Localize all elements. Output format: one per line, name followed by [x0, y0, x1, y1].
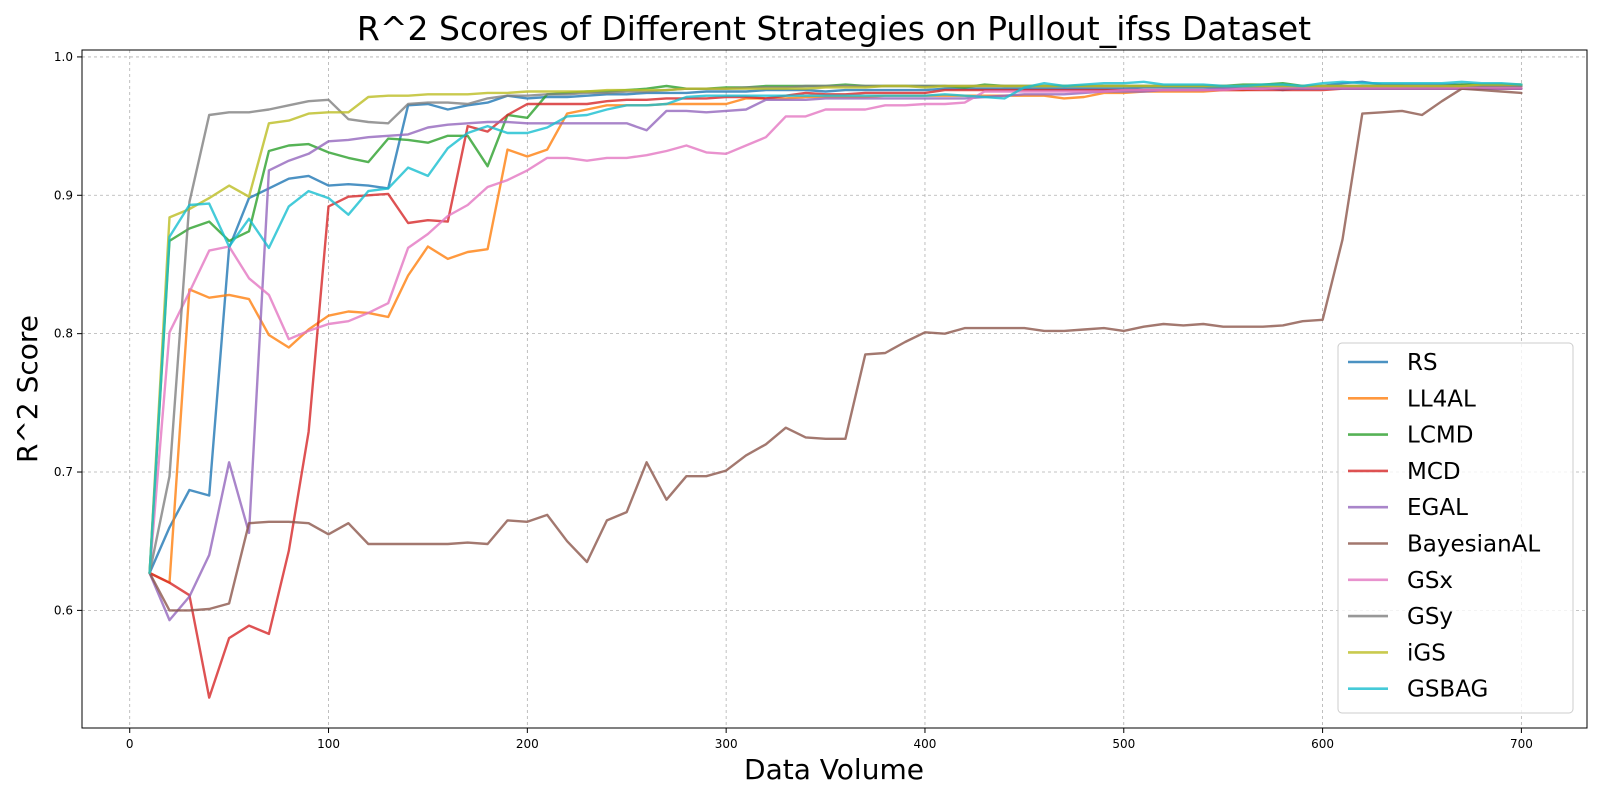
legend-label: LCMD — [1407, 423, 1473, 449]
legend-label: GSx — [1407, 568, 1453, 594]
legend-box — [1337, 342, 1574, 714]
y-tick-label: 1.0 — [54, 50, 73, 64]
series-line-mcd — [148, 87, 1523, 699]
legend-label: GSBAG — [1407, 677, 1488, 703]
legend-label: GSy — [1407, 604, 1453, 630]
plot-frame — [81, 49, 1588, 729]
chart-title: R^2 Scores of Different Strategies on Pu… — [357, 9, 1311, 48]
legend-label: MCD — [1407, 459, 1461, 485]
series-line-bayesianal — [148, 87, 1523, 612]
x-tick-label: 300 — [715, 737, 738, 751]
legend-label: LL4AL — [1407, 386, 1476, 412]
x-tick-label: 400 — [914, 737, 937, 751]
legend-label: BayesianAL — [1407, 532, 1540, 558]
y-tick-label: 0.8 — [54, 327, 73, 341]
legend-label: iGS — [1407, 640, 1446, 666]
x-tick-label: 100 — [317, 737, 340, 751]
axis-ticks: 0 100 200 300 400 500 600 700 0.6 0.7 0.8 0.9 1.0 — [54, 50, 1533, 751]
legend: RS LL4AL LCMD MCD EGAL BayesianAL GSx GSy iGS GSB… — [1337, 342, 1574, 714]
y-axis-label: R^2 Score — [11, 315, 44, 463]
series-lines — [148, 80, 1523, 699]
x-tick-label: 200 — [516, 737, 539, 751]
y-tick-label: 0.7 — [54, 465, 73, 479]
x-tick-label: 600 — [1311, 737, 1334, 751]
grid-lines — [82, 50, 1587, 728]
x-axis-label: Data Volume — [744, 753, 924, 786]
x-tick-label: 700 — [1510, 737, 1533, 751]
legend-label: RS — [1407, 350, 1438, 376]
y-tick-label: 0.9 — [54, 188, 73, 202]
series-line-egal — [148, 87, 1523, 622]
series-line-gsx — [148, 86, 1523, 575]
x-tick-label: 0 — [126, 737, 134, 751]
legend-label: EGAL — [1407, 495, 1468, 521]
series-line-gsbag — [148, 80, 1523, 575]
x-tick-label: 500 — [1112, 737, 1135, 751]
y-tick-label: 0.6 — [54, 603, 73, 617]
